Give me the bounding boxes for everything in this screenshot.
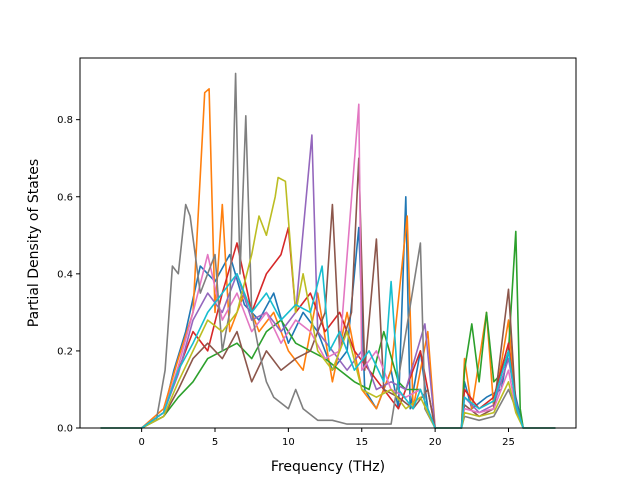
series-layer [100,72,556,429]
x-axis-label: Frequency (THz) [271,459,385,475]
y-tick-label: 0.6 [57,192,73,203]
x-tick-label: 5 [212,437,218,448]
series-line-10 [100,265,556,429]
y-axis-label: Partial Density of States [26,159,42,327]
x-tick-label: 20 [429,437,442,448]
series-line-9 [100,176,556,429]
y-tick-label: 0.0 [57,424,73,435]
series-line-6 [100,157,556,429]
plot-area-background [80,58,576,428]
x-tick-label: 15 [355,437,368,448]
y-tick-label: 0.8 [57,115,73,126]
x-tick-label: 10 [282,437,295,448]
series-line-7 [100,103,556,429]
x-tick-label: 25 [502,437,515,448]
y-tick-label: 0.2 [57,346,73,357]
y-tick-label: 0.4 [57,269,73,280]
x-tick-label: 0 [138,437,144,448]
x-axis-ticks: 0 5 10 15 20 25 [138,428,515,448]
y-axis-ticks: 0.0 0.2 0.4 0.6 0.8 [57,115,80,435]
plot-area-frame [79,57,577,429]
